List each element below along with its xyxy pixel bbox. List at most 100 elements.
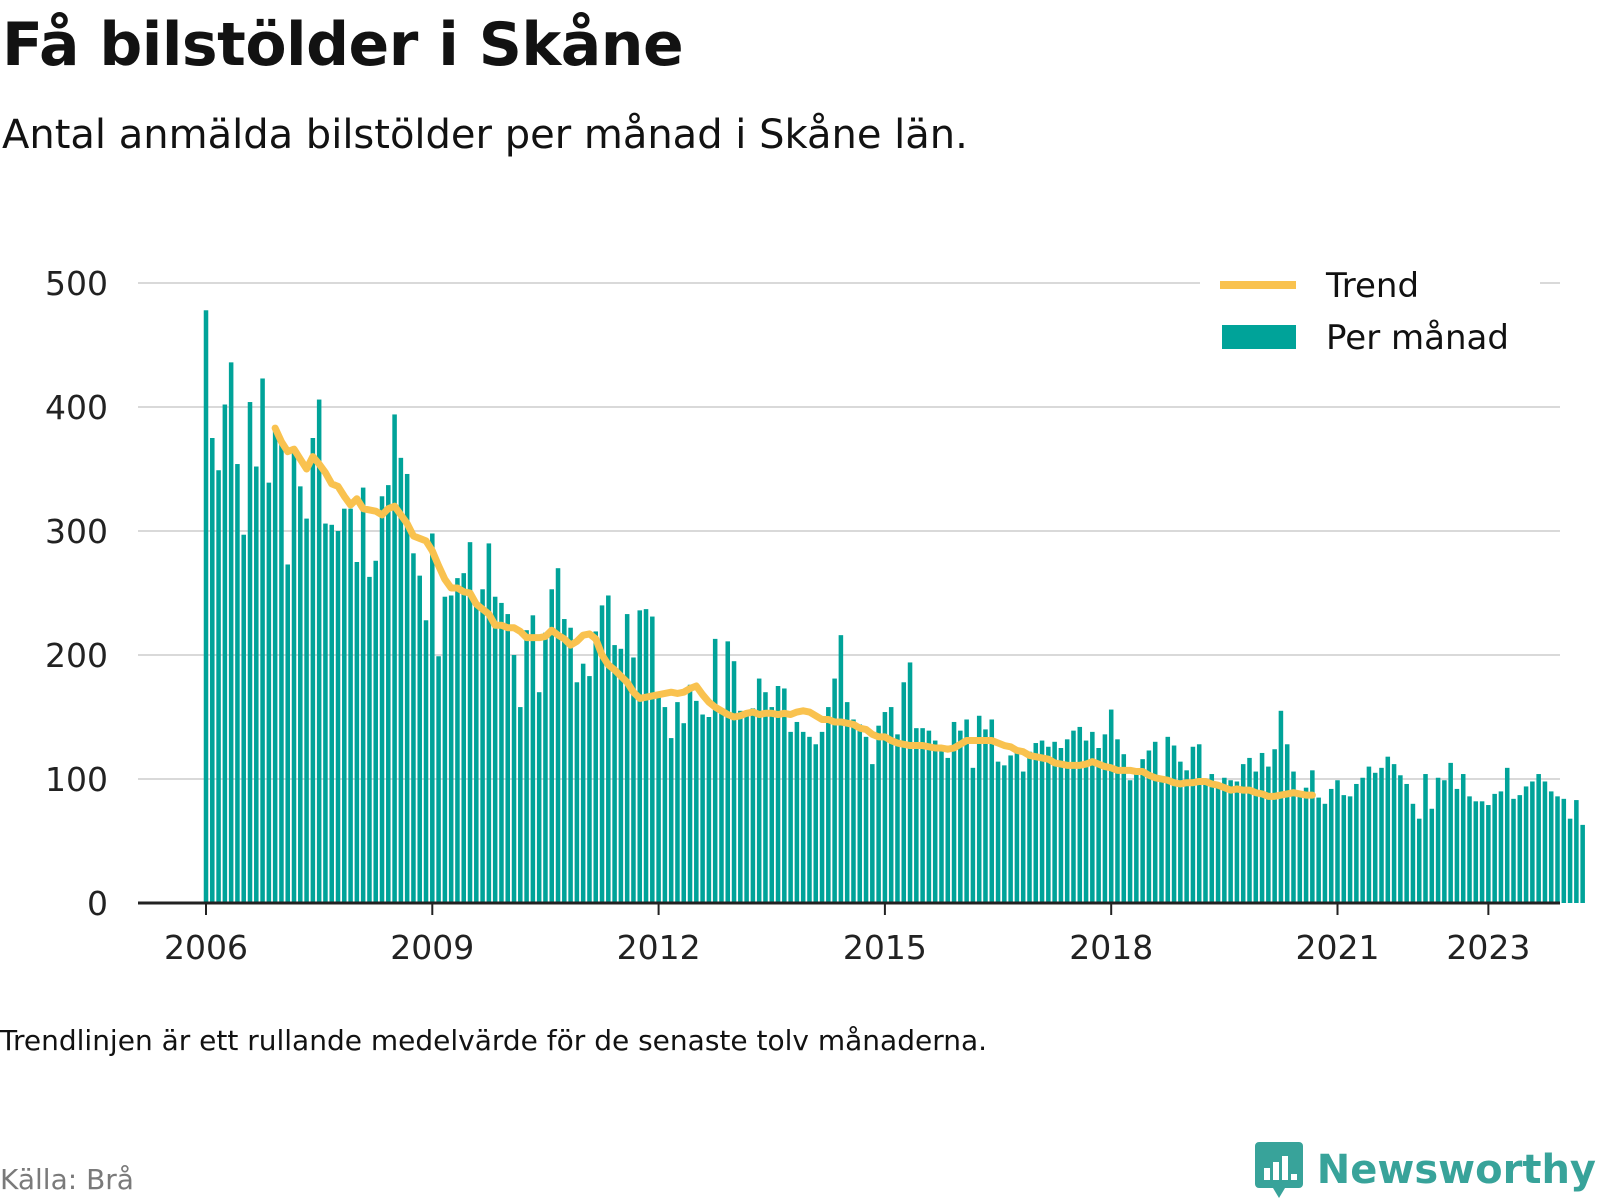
bar	[524, 630, 529, 903]
bar	[492, 596, 498, 903]
bar	[222, 404, 228, 903]
bar	[1190, 746, 1196, 903]
bar	[681, 723, 687, 903]
bar	[989, 719, 995, 903]
bar	[392, 414, 397, 903]
bar	[1536, 774, 1541, 903]
bar	[1511, 798, 1516, 903]
bar	[612, 645, 617, 903]
bar	[1102, 734, 1108, 903]
bar	[574, 682, 580, 903]
bar	[1555, 796, 1560, 903]
bar	[518, 707, 523, 903]
bar	[354, 562, 360, 903]
bar	[1196, 744, 1202, 903]
bar	[272, 429, 278, 903]
bar	[643, 609, 649, 903]
bar	[1090, 731, 1095, 903]
bar	[1046, 746, 1051, 903]
bar	[970, 767, 976, 903]
newsworthy-logo-icon	[1254, 1142, 1303, 1198]
bar	[499, 602, 504, 903]
bar	[404, 473, 410, 903]
bar	[1247, 757, 1252, 903]
bar	[901, 682, 907, 903]
x-tick-label: 2012	[617, 928, 701, 967]
x-axis: 2006 2009 2012 2015 2018 2021 2023	[138, 901, 1560, 967]
bar	[1222, 777, 1227, 903]
bar	[1178, 761, 1183, 903]
bar	[951, 721, 957, 903]
bar	[260, 378, 265, 903]
bar	[379, 496, 385, 903]
bar	[316, 399, 322, 903]
bar	[1335, 780, 1340, 903]
bar	[914, 728, 919, 903]
bar	[687, 684, 693, 903]
bar	[216, 470, 221, 903]
bar	[279, 444, 284, 903]
bar	[1366, 766, 1372, 903]
bar	[1442, 780, 1447, 903]
bar	[1322, 803, 1328, 903]
x-tick-label: 2021	[1296, 928, 1380, 967]
bar	[1580, 824, 1585, 903]
bar	[511, 655, 517, 903]
bar	[1567, 818, 1573, 903]
bar	[373, 560, 378, 903]
bar	[807, 736, 812, 903]
bar	[417, 575, 422, 903]
bar	[1398, 775, 1403, 903]
bar	[461, 573, 466, 903]
bar	[398, 457, 404, 903]
bar	[1278, 710, 1284, 903]
bar	[1152, 741, 1158, 903]
bar	[1504, 767, 1510, 903]
bar	[562, 619, 567, 903]
bar	[1310, 770, 1315, 903]
bar	[1165, 736, 1171, 903]
bar	[857, 724, 863, 903]
bar	[876, 725, 881, 903]
bar	[235, 464, 240, 903]
chart-title: Få bilstölder i Skåne	[2, 10, 684, 80]
bar	[1121, 754, 1127, 903]
bar	[448, 595, 454, 903]
bar	[323, 523, 328, 903]
bar	[536, 692, 542, 903]
bar	[650, 616, 655, 903]
bar	[769, 707, 775, 903]
x-tick-label: 2023	[1446, 928, 1530, 967]
bar	[1385, 756, 1391, 903]
bar	[656, 693, 661, 903]
bar	[794, 721, 800, 903]
bar	[844, 702, 850, 903]
x-tick-label: 2009	[390, 928, 474, 967]
bar	[1134, 771, 1139, 903]
bar	[926, 730, 932, 903]
bar	[1379, 767, 1384, 903]
bar	[1404, 783, 1409, 903]
bar	[1184, 770, 1189, 903]
legend: Trend Per månad	[1200, 260, 1540, 370]
bar	[964, 719, 969, 903]
bar	[1039, 740, 1045, 903]
y-tick-label: 0	[87, 884, 108, 923]
bar	[895, 734, 900, 903]
bar	[1259, 752, 1265, 903]
source-note: Källa: Brå	[0, 1163, 134, 1196]
bar	[750, 708, 756, 903]
bar	[1542, 781, 1548, 903]
bar	[1234, 781, 1240, 903]
bar	[920, 728, 925, 903]
bar	[1027, 751, 1032, 903]
bar	[1297, 793, 1303, 903]
bar	[813, 744, 819, 903]
bar	[254, 466, 259, 903]
bar	[763, 692, 768, 903]
y-tick-label: 100	[45, 760, 108, 799]
bar	[976, 715, 982, 903]
bar	[1460, 774, 1466, 903]
bar	[1391, 764, 1397, 903]
y-axis: 0 100 200 300 400 500	[45, 264, 108, 923]
